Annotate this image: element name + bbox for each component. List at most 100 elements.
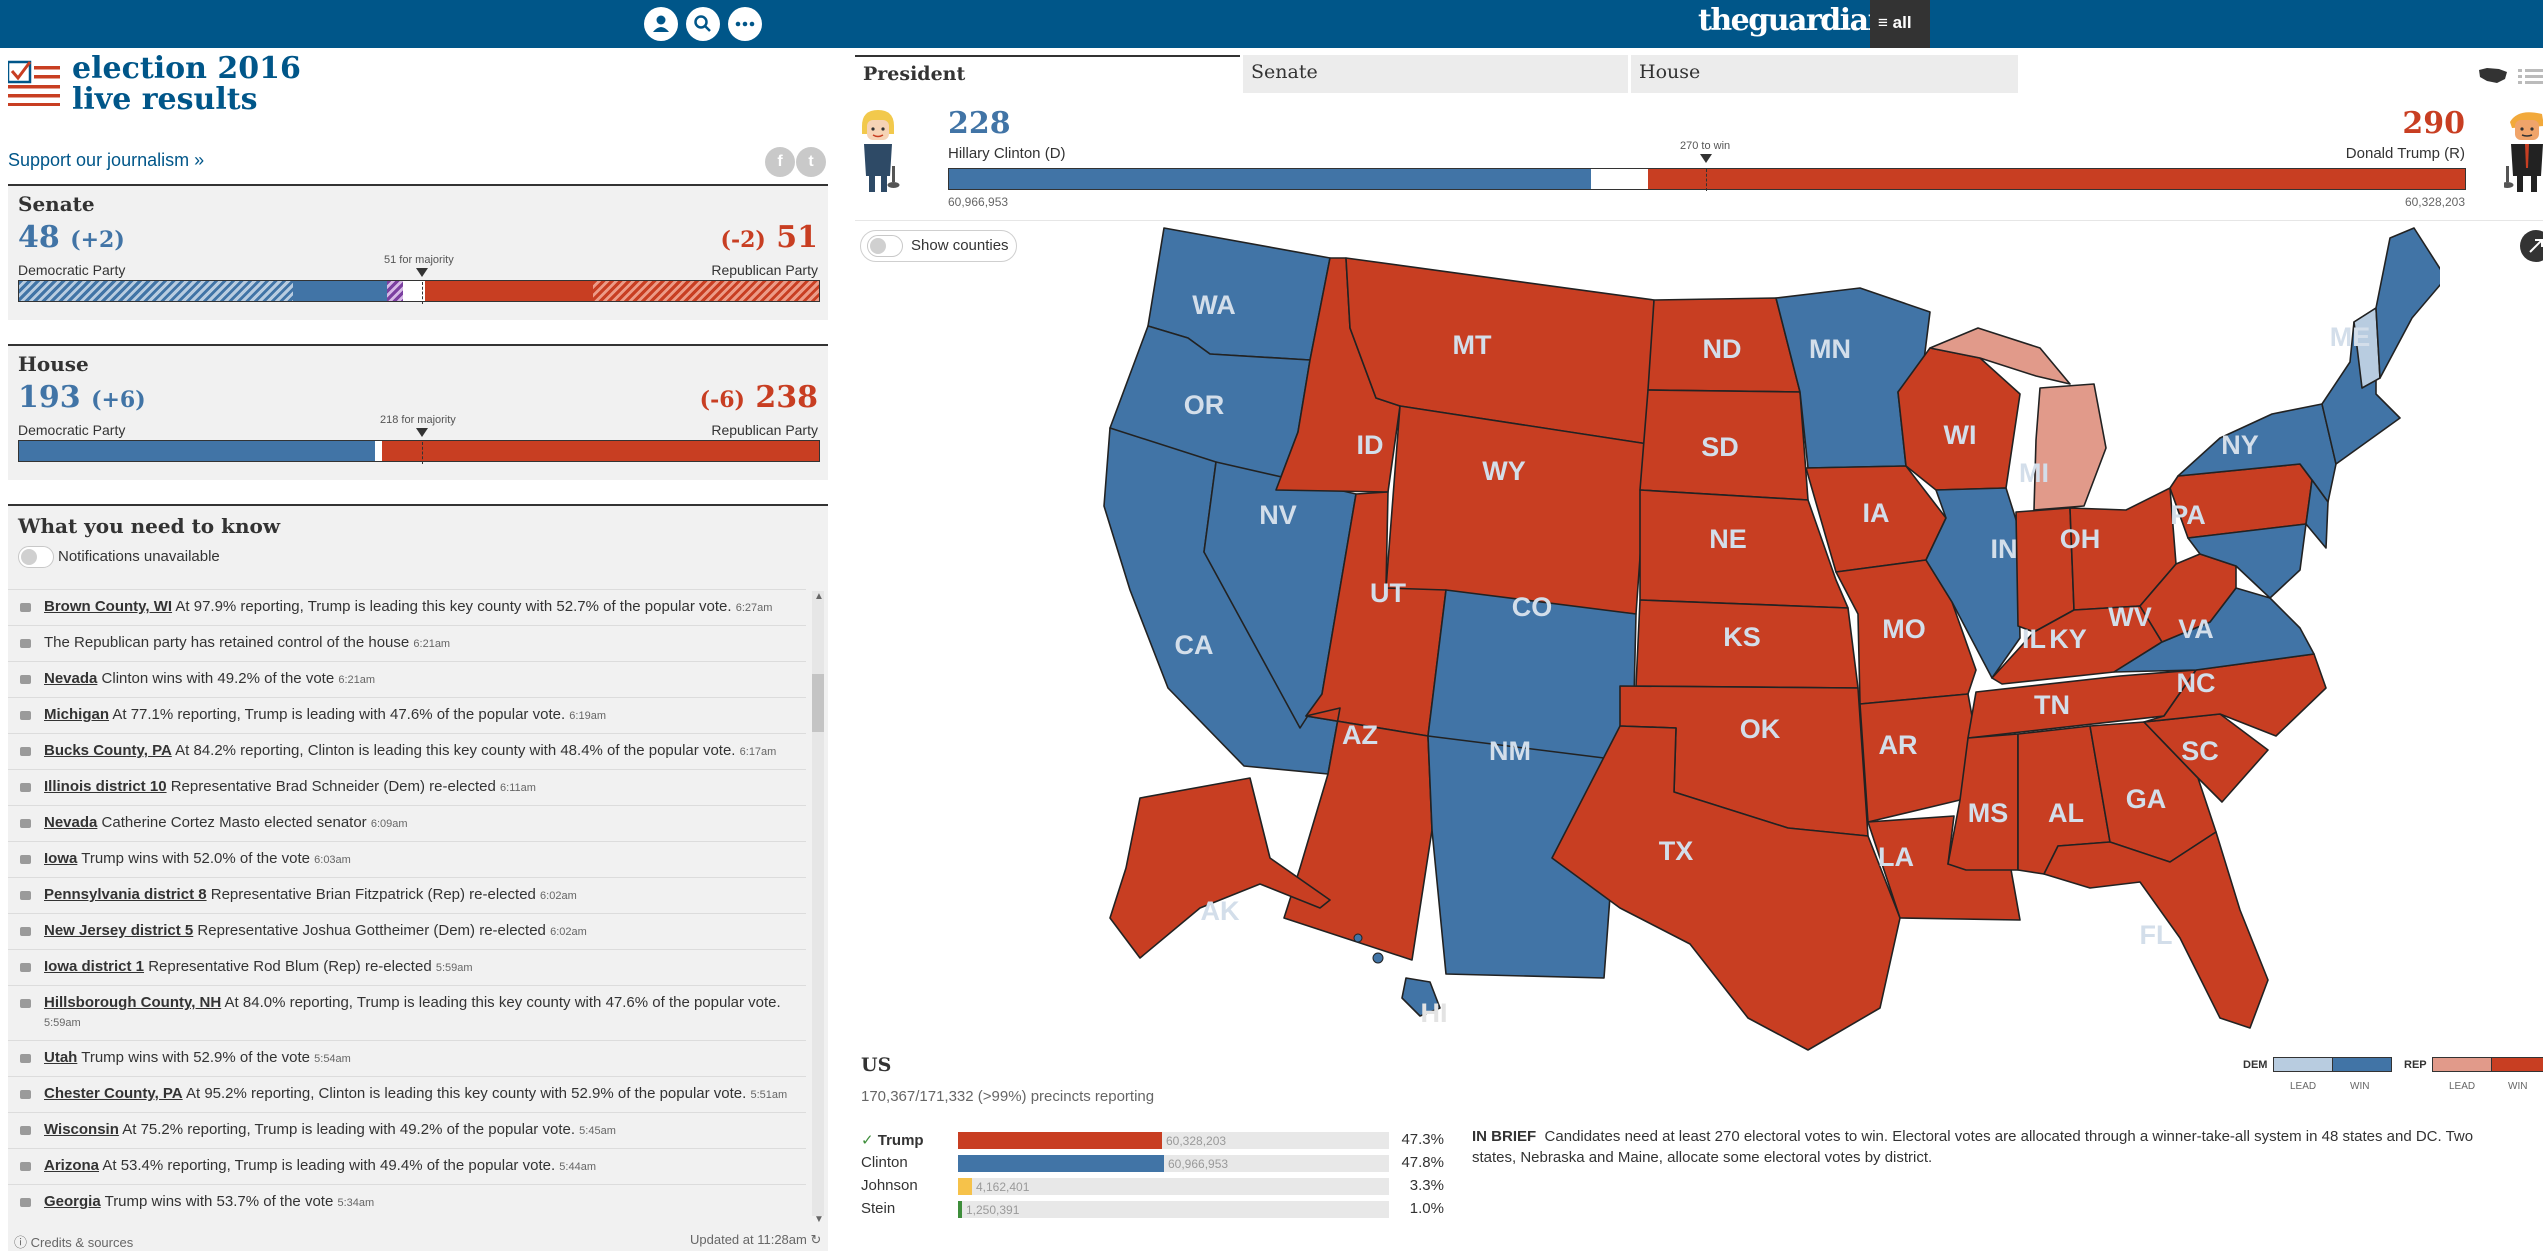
expand-map-icon[interactable] bbox=[2520, 230, 2543, 262]
feed-item[interactable]: Wisconsin At 75.2% reporting, Trump is l… bbox=[8, 1112, 806, 1148]
feed-item-link[interactable]: Utah bbox=[44, 1049, 78, 1066]
state-mi-up[interactable] bbox=[1929, 327, 2071, 385]
feed-item[interactable]: Hillsborough County, NH At 84.0% reporti… bbox=[8, 985, 806, 1040]
senate-rep-segment bbox=[425, 281, 593, 301]
map-label-sd: SD bbox=[1701, 432, 1739, 462]
state-tx[interactable] bbox=[1551, 725, 1901, 1051]
notifications-toggle[interactable] bbox=[18, 546, 54, 568]
feed-item[interactable]: Iowa Trump wins with 52.0% of the vote 6… bbox=[8, 841, 806, 877]
tab-president[interactable]: President bbox=[855, 55, 1240, 93]
all-sections-menu-button[interactable]: ≡ all bbox=[1870, 0, 1930, 48]
feed-item-icon bbox=[20, 1198, 31, 1207]
tab-house[interactable]: House bbox=[1631, 55, 2018, 93]
state-wv[interactable] bbox=[2139, 553, 2237, 643]
feed-item-link[interactable]: Wisconsin bbox=[44, 1121, 119, 1138]
scroll-down-arrow-icon[interactable]: ▼ bbox=[814, 1214, 824, 1225]
feed-item[interactable]: The Republican party has retained contro… bbox=[8, 625, 806, 661]
state-ne[interactable] bbox=[1639, 489, 1849, 609]
feed-item[interactable]: Utah Trump wins with 52.9% of the vote 5… bbox=[8, 1040, 806, 1076]
us-electoral-map[interactable]: WA OR CA NV ID MT WY UT AZ CO NM ND SD N… bbox=[1100, 218, 2440, 1058]
guardian-logo[interactable]: theguardian bbox=[1698, 3, 1889, 38]
feed-item-link[interactable]: Iowa district 1 bbox=[44, 958, 145, 975]
feed-item-text: Clinton wins with 49.2% of the vote bbox=[97, 670, 335, 687]
us-map-view-icon[interactable] bbox=[2477, 64, 2509, 86]
feed-item[interactable]: Chester County, PA At 95.2% reporting, C… bbox=[8, 1076, 806, 1112]
feed-item-link[interactable]: Brown County, WI bbox=[44, 598, 173, 615]
legend-rep-win-label: WIN bbox=[2508, 1081, 2528, 1092]
show-counties-switch[interactable] bbox=[867, 235, 903, 257]
feed-item-link[interactable]: Illinois district 10 bbox=[44, 778, 167, 795]
state-nj[interactable] bbox=[2305, 479, 2329, 549]
twitter-icon[interactable]: t bbox=[796, 147, 826, 177]
feed-scrollbar-thumb[interactable] bbox=[812, 674, 824, 732]
map-label-wv: WV bbox=[2108, 602, 2152, 632]
state-mi[interactable] bbox=[2033, 383, 2107, 511]
feed-item[interactable]: New Jersey district 5 Representative Jos… bbox=[8, 913, 806, 949]
scroll-up-arrow-icon[interactable]: ▲ bbox=[814, 591, 824, 602]
feed-item-link[interactable]: Nevada bbox=[44, 670, 98, 687]
state-wy[interactable] bbox=[1385, 405, 1649, 615]
state-nm[interactable] bbox=[1427, 735, 1621, 979]
tab-senate[interactable]: Senate bbox=[1243, 55, 1628, 93]
feed-item-link[interactable]: Pennsylvania district 8 bbox=[44, 886, 207, 903]
state-fl[interactable] bbox=[2043, 831, 2269, 1029]
candidate-vote-fill bbox=[958, 1132, 1162, 1149]
feed-item[interactable]: Iowa district 1 Representative Rod Blum … bbox=[8, 949, 806, 985]
feed-item-link[interactable]: Arizona bbox=[44, 1157, 100, 1174]
feed-item[interactable]: Arizona At 53.4% reporting, Trump is lea… bbox=[8, 1148, 806, 1184]
show-counties-toggle[interactable]: Show counties bbox=[860, 230, 1017, 262]
feed-item[interactable]: Georgia Trump wins with 53.7% of the vot… bbox=[8, 1184, 806, 1220]
state-md[interactable] bbox=[2187, 523, 2307, 599]
feed-scrollbar[interactable] bbox=[812, 591, 824, 1216]
map-label-ms: MS bbox=[1968, 798, 2009, 828]
feed-item-time: 6:21am bbox=[338, 674, 376, 686]
state-ak[interactable] bbox=[1109, 777, 1331, 959]
map-label-tn: TN bbox=[2034, 690, 2070, 720]
feed-item-link[interactable]: Chester County, PA bbox=[44, 1085, 183, 1102]
credits-link[interactable]: ⓘ Credits & sources bbox=[14, 1235, 134, 1250]
map-label-wi: WI bbox=[1944, 420, 1977, 450]
feed-item-link[interactable]: Hillsborough County, NH bbox=[44, 994, 222, 1011]
state-ar[interactable] bbox=[1859, 693, 1977, 823]
feed-item-link[interactable]: Michigan bbox=[44, 706, 110, 723]
support-link[interactable]: Support our journalism » bbox=[8, 150, 205, 170]
feed-item[interactable]: Nevada Clinton wins with 49.2% of the vo… bbox=[8, 661, 806, 697]
map-label-wy: WY bbox=[1482, 456, 1526, 486]
feed-item-link[interactable]: Bucks County, PA bbox=[44, 742, 172, 759]
feed-item-link[interactable]: Nevada bbox=[44, 814, 98, 831]
top-bar: theguardian ≡ all bbox=[0, 0, 2543, 48]
map-label-ca: CA bbox=[1175, 630, 1214, 660]
trump-ev-segment bbox=[1648, 169, 2465, 189]
trump-avatar bbox=[2504, 112, 2543, 192]
more-icon[interactable] bbox=[728, 7, 762, 41]
feed-item[interactable]: Illinois district 10 Representative Brad… bbox=[8, 769, 806, 805]
what-you-need-to-know-panel: What you need to know Notifications unav… bbox=[8, 504, 828, 1251]
clinton-popular-vote: 60,966,953 bbox=[948, 195, 1009, 209]
senate-rep-party-label: Republican Party bbox=[711, 262, 818, 278]
candidate-vote-percent: 47.3% bbox=[1401, 1131, 1444, 1148]
feed-item-link[interactable]: Iowa bbox=[44, 850, 78, 867]
feed-item-link[interactable]: New Jersey district 5 bbox=[44, 922, 194, 939]
feed-item-link[interactable]: Georgia bbox=[44, 1193, 101, 1210]
feed-item-time: 5:59am bbox=[44, 1017, 81, 1029]
candidate-name: Clinton bbox=[861, 1154, 908, 1171]
state-me[interactable] bbox=[2375, 227, 2440, 379]
feed-item-time: 5:34am bbox=[337, 1197, 375, 1209]
state-wi[interactable] bbox=[1897, 347, 2021, 491]
feed-item[interactable]: Pennsylvania district 8 Representative B… bbox=[8, 877, 806, 913]
facebook-icon[interactable]: f bbox=[765, 147, 795, 177]
house-rep-segment bbox=[382, 441, 819, 461]
feed-item[interactable]: Bucks County, PA At 84.2% reporting, Cli… bbox=[8, 733, 806, 769]
feed-item[interactable]: Nevada Catherine Cortez Masto elected se… bbox=[8, 805, 806, 841]
profile-icon[interactable] bbox=[644, 7, 678, 41]
map-label-nm: NM bbox=[1489, 736, 1531, 766]
feed-item[interactable]: Brown County, WI At 97.9% reporting, Tru… bbox=[8, 589, 806, 625]
search-icon[interactable] bbox=[686, 7, 720, 41]
candidate-vote-fill bbox=[958, 1178, 972, 1195]
list-view-icon[interactable] bbox=[2516, 66, 2543, 86]
state-hi[interactable] bbox=[1401, 977, 1441, 1017]
candidate-vote-fill bbox=[958, 1155, 1164, 1172]
site-title[interactable]: election 2016 live results bbox=[72, 51, 301, 117]
clinton-ev-segment bbox=[949, 169, 1591, 189]
feed-item[interactable]: Michigan At 77.1% reporting, Trump is le… bbox=[8, 697, 806, 733]
